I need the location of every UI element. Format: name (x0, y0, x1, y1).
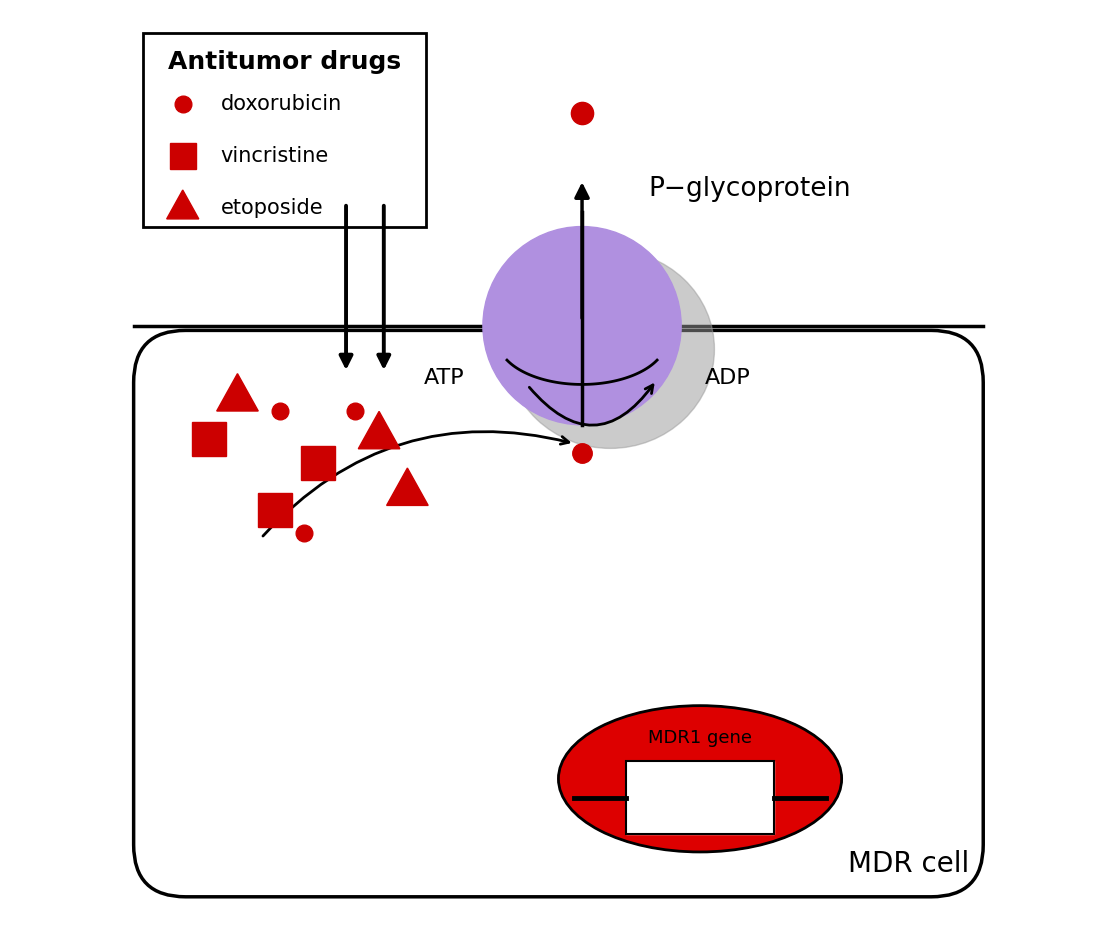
Text: P−glycoprotein: P−glycoprotein (648, 176, 851, 202)
Polygon shape (358, 412, 400, 448)
Text: vincristine: vincristine (221, 145, 328, 166)
Bar (301, 446, 335, 480)
Text: doxorubicin: doxorubicin (221, 93, 341, 114)
Ellipse shape (559, 706, 842, 852)
Polygon shape (167, 190, 199, 219)
FancyBboxPatch shape (134, 330, 983, 897)
Text: ATP: ATP (424, 367, 464, 388)
Text: Antitumor drugs: Antitumor drugs (168, 50, 401, 74)
Ellipse shape (483, 227, 681, 425)
FancyBboxPatch shape (143, 33, 426, 227)
Bar (626, 761, 774, 834)
FancyArrowPatch shape (262, 431, 569, 536)
FancyArrowPatch shape (529, 385, 653, 425)
Polygon shape (386, 468, 428, 505)
Polygon shape (216, 374, 258, 411)
Bar (626, 761, 774, 834)
Bar (192, 422, 226, 456)
Text: etoposide: etoposide (221, 197, 323, 218)
Text: ADP: ADP (705, 367, 751, 388)
Bar (169, 143, 195, 169)
Bar (258, 493, 292, 527)
Text: MDR cell: MDR cell (848, 850, 970, 878)
Ellipse shape (506, 250, 715, 448)
Text: MDR1 gene: MDR1 gene (648, 729, 752, 747)
